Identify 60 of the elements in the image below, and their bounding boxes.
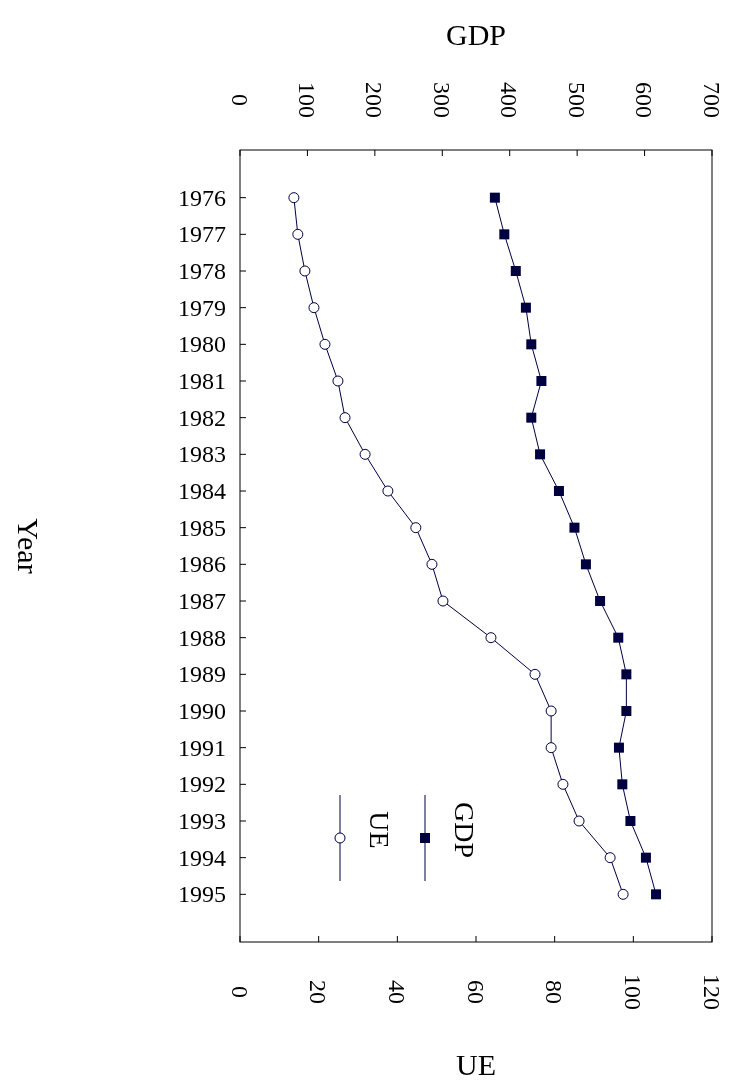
- y-tick-label: 1986: [178, 551, 226, 578]
- point: [339, 412, 351, 424]
- point: [545, 705, 557, 717]
- y-tick-label: 1995: [178, 881, 226, 908]
- point: [437, 595, 449, 607]
- x2-tick-label: 100: [294, 82, 321, 118]
- y-tick-label: 1990: [178, 698, 226, 724]
- x2-tick-label: 600: [631, 82, 658, 118]
- y-tick-label: 1994: [178, 844, 226, 871]
- x2-tick-label: 700: [698, 82, 725, 118]
- point: [308, 302, 320, 314]
- y-tick-label: 1983: [178, 441, 226, 468]
- y-tick-label: 1992: [178, 771, 226, 798]
- y-tick-label: 1991: [178, 734, 226, 761]
- y-tick-label: 1980: [178, 331, 226, 358]
- x-tick-label: 20: [305, 980, 332, 1004]
- point: [359, 448, 371, 460]
- point: [557, 778, 569, 790]
- point: [573, 815, 585, 827]
- x2-tick-label: 300: [428, 82, 455, 118]
- x2-tick-label: 500: [563, 82, 590, 118]
- y-tick-label: 1993: [178, 808, 226, 834]
- point: [288, 192, 300, 204]
- y-tick-label: 1981: [178, 368, 226, 394]
- y-tick-label: 1989: [178, 661, 226, 688]
- x-tick-label: 40: [383, 980, 410, 1004]
- point: [410, 522, 422, 534]
- x2-tick-label: 400: [496, 82, 523, 118]
- y-tick-label: 1987: [178, 588, 226, 614]
- y-tick-label: 1979: [178, 294, 226, 321]
- y-tick-label: 1978: [178, 258, 226, 284]
- x2-tick-label: 200: [361, 82, 388, 118]
- legend-label: UE: [364, 811, 396, 849]
- point: [332, 375, 344, 387]
- point: [545, 742, 557, 754]
- y-tick-label: 1976: [178, 184, 226, 211]
- y-tick-label: 1985: [178, 514, 226, 541]
- x-tick-label: 0: [226, 986, 253, 998]
- legend-label: GDP: [449, 801, 481, 859]
- point: [604, 852, 616, 864]
- point: [319, 338, 331, 350]
- point: [292, 228, 304, 240]
- y-tick-label: 1982: [178, 404, 226, 431]
- y-tick-label: 1977: [178, 221, 226, 248]
- y-axis-title: Year: [11, 518, 45, 574]
- x-tick-label: 120: [698, 974, 725, 1010]
- point: [485, 632, 497, 644]
- point: [299, 265, 311, 277]
- x-tick-label: 60: [462, 980, 489, 1004]
- x2-axis-title: GDP: [445, 18, 507, 51]
- point: [426, 558, 438, 570]
- x2-tick-label: 0: [226, 94, 253, 106]
- x-tick-label: 100: [619, 974, 646, 1010]
- point: [617, 888, 629, 900]
- y-tick-label: 1988: [178, 624, 226, 651]
- point: [382, 485, 394, 497]
- point: [529, 668, 541, 680]
- y-tick-label: 1984: [178, 478, 226, 504]
- x-axis-title: UE: [456, 1048, 496, 1081]
- x-tick-label: 80: [541, 980, 568, 1004]
